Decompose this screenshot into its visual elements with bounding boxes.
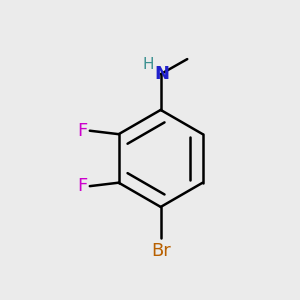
Text: F: F [77, 177, 87, 195]
Text: F: F [77, 122, 87, 140]
Text: H: H [142, 57, 154, 72]
Text: N: N [154, 65, 169, 83]
Text: Br: Br [151, 242, 171, 260]
